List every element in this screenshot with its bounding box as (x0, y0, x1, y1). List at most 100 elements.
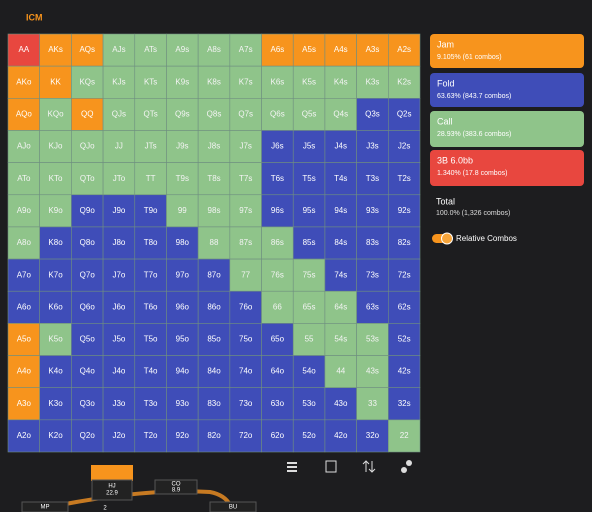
hand-cell[interactable] (229, 323, 262, 356)
hand-cell[interactable] (102, 419, 136, 453)
hand-cell[interactable] (388, 194, 421, 228)
hand-cell[interactable] (229, 194, 262, 228)
hand-cell[interactable] (324, 226, 357, 260)
hand-cell[interactable] (166, 162, 199, 196)
hand-cell[interactable] (388, 33, 421, 67)
hand-cell[interactable] (324, 194, 357, 228)
hand-cell[interactable] (102, 290, 136, 324)
hand-cell[interactable] (39, 355, 72, 388)
hand-cell[interactable] (71, 162, 104, 196)
hand-cell[interactable] (388, 65, 421, 99)
hand-cell[interactable] (197, 290, 231, 324)
hand-cell[interactable] (356, 162, 389, 196)
hand-cell[interactable] (229, 290, 262, 324)
hand-cell[interactable] (134, 258, 167, 292)
hand-cell[interactable] (261, 258, 294, 292)
hand-cell[interactable] (292, 323, 326, 356)
hand-cell[interactable] (39, 194, 72, 228)
hand-cell[interactable] (134, 323, 167, 356)
hand-cell[interactable] (292, 33, 326, 67)
action-box[interactable] (430, 111, 584, 147)
hand-cell[interactable] (261, 33, 294, 67)
hand-cell[interactable] (71, 98, 104, 131)
hand-cell[interactable] (324, 387, 357, 421)
hand-cell[interactable] (324, 162, 357, 196)
hand-cell[interactable] (197, 387, 231, 421)
hand-cell[interactable] (39, 323, 72, 356)
hand-cell[interactable] (71, 33, 104, 67)
hand-cell[interactable] (71, 194, 104, 228)
action-box[interactable] (430, 73, 584, 107)
hand-cell[interactable] (134, 98, 167, 131)
hand-cell[interactable] (71, 355, 104, 388)
hand-cell[interactable] (7, 387, 40, 421)
hand-cell[interactable] (356, 258, 389, 292)
hand-cell[interactable] (356, 98, 389, 131)
hand-cell[interactable] (261, 290, 294, 324)
hand-cell[interactable] (292, 130, 326, 163)
hand-cell[interactable] (229, 419, 262, 453)
hand-cell[interactable] (356, 355, 389, 388)
hand-cell[interactable] (7, 226, 40, 260)
hand-cell[interactable] (388, 258, 421, 292)
hand-cell[interactable] (166, 323, 199, 356)
hand-cell[interactable] (324, 419, 357, 453)
hand-cell[interactable] (134, 65, 167, 99)
hand-cell[interactable] (261, 98, 294, 131)
hand-cell[interactable] (388, 419, 421, 453)
hand-cell[interactable] (388, 323, 421, 356)
icon[interactable] (401, 467, 407, 473)
hand-cell[interactable] (261, 130, 294, 163)
hand-cell[interactable] (39, 162, 72, 196)
hand-cell[interactable] (292, 162, 326, 196)
hand-cell[interactable] (229, 226, 262, 260)
hand-cell[interactable] (356, 33, 389, 67)
hand-cell[interactable] (166, 355, 199, 388)
hand-cell[interactable] (102, 323, 136, 356)
hand-cell[interactable] (388, 130, 421, 163)
hand-cell[interactable] (229, 258, 262, 292)
hand-cell[interactable] (7, 258, 40, 292)
hand-cell[interactable] (324, 65, 357, 99)
hand-cell[interactable] (134, 290, 167, 324)
hand-cell[interactable] (324, 130, 357, 163)
hand-cell[interactable] (356, 290, 389, 324)
icon[interactable] (287, 462, 297, 464)
hand-cell[interactable] (388, 290, 421, 324)
action-box[interactable] (430, 34, 584, 68)
hand-cell[interactable] (7, 65, 40, 99)
hand-cell[interactable] (7, 33, 40, 67)
hand-cell[interactable] (356, 130, 389, 163)
hand-cell[interactable] (197, 194, 231, 228)
hand-cell[interactable] (39, 419, 72, 453)
hand-cell[interactable] (324, 323, 357, 356)
hand-cell[interactable] (39, 65, 72, 99)
hand-cell[interactable] (324, 290, 357, 324)
hand-cell[interactable] (197, 226, 231, 260)
hand-cell[interactable] (71, 387, 104, 421)
hand-cell[interactable] (39, 130, 72, 163)
hand-cell[interactable] (197, 419, 231, 453)
hand-cell[interactable] (166, 130, 199, 163)
hand-cell[interactable] (102, 130, 136, 163)
hand-cell[interactable] (134, 419, 167, 453)
hand-cell[interactable] (71, 258, 104, 292)
hand-cell[interactable] (356, 226, 389, 260)
hand-cell[interactable] (102, 65, 136, 99)
hand-cell[interactable] (39, 226, 72, 260)
hand-cell[interactable] (197, 355, 231, 388)
hand-cell[interactable] (39, 258, 72, 292)
hand-cell[interactable] (39, 33, 72, 67)
icon[interactable] (325, 460, 337, 473)
hand-cell[interactable] (292, 258, 326, 292)
hand-cell[interactable] (292, 290, 326, 324)
hand-cell[interactable] (229, 33, 262, 67)
hand-cell[interactable] (134, 130, 167, 163)
hand-cell[interactable] (229, 65, 262, 99)
hand-cell[interactable] (71, 290, 104, 324)
hand-cell[interactable] (388, 162, 421, 196)
hand-cell[interactable] (292, 65, 326, 99)
hand-cell[interactable] (229, 387, 262, 421)
hand-cell[interactable] (356, 194, 389, 228)
hand-cell[interactable] (71, 65, 104, 99)
